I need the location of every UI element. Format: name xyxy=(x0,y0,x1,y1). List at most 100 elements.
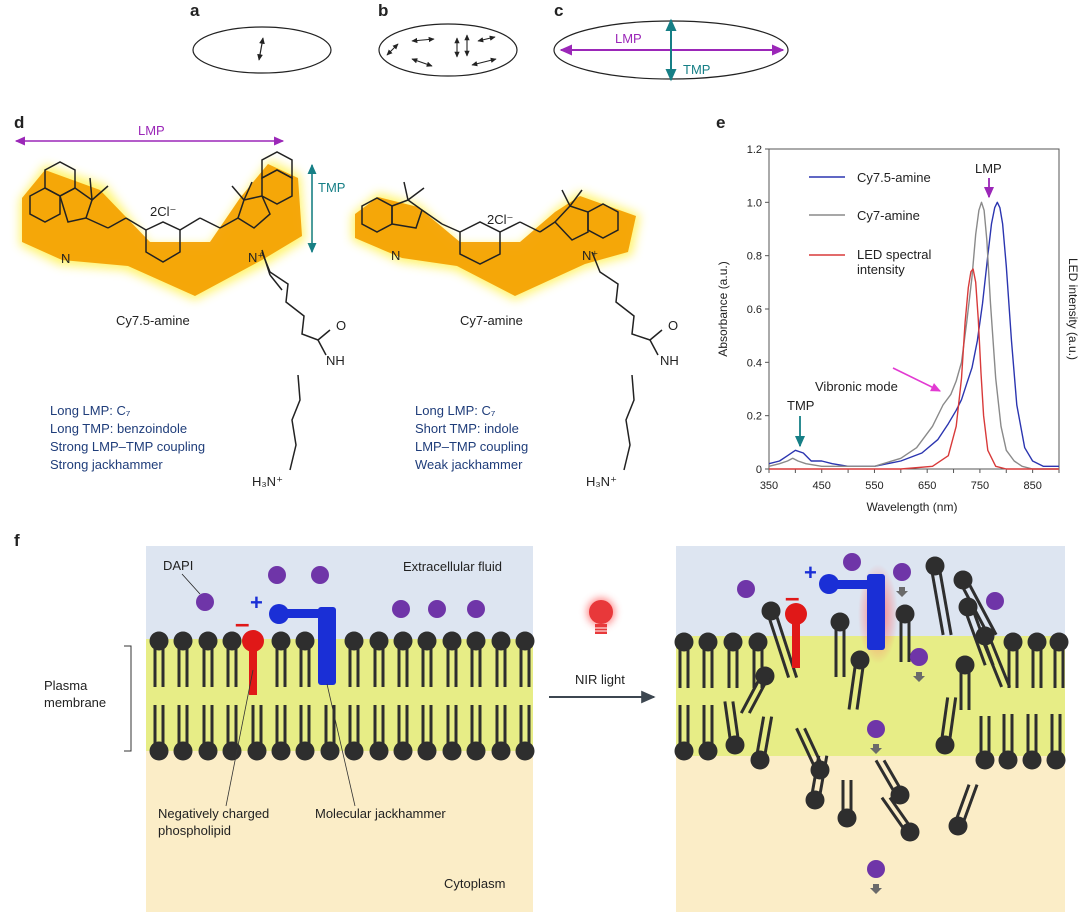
series-line xyxy=(768,201,1059,467)
x-ticks: 350 450 550 650 750 850 xyxy=(760,469,1060,492)
hammer-pointer xyxy=(326,683,356,807)
phospholipid xyxy=(750,716,774,770)
phospholipid xyxy=(491,631,511,687)
amine-right: H₃N⁺ xyxy=(586,474,617,489)
lmp-annotation: LMP xyxy=(975,161,1002,176)
phospholipid xyxy=(515,705,535,761)
tmp-annotation: TMP xyxy=(787,398,814,413)
amine-left: H₃N⁺ xyxy=(252,474,283,489)
oxygen-right: O xyxy=(668,318,678,333)
phospholipid xyxy=(1027,632,1047,688)
phospholipid xyxy=(1049,632,1069,688)
note-line: Strong jackhammer xyxy=(50,457,163,472)
hammer-link xyxy=(836,580,870,589)
series-line xyxy=(769,268,1059,470)
y-axis-label: Absorbance (a.u.) xyxy=(716,261,730,356)
n-plus-left: N⁺ xyxy=(248,250,264,265)
x-tick-label: 550 xyxy=(865,480,883,492)
note-line: LMP–TMP coupling xyxy=(415,439,528,454)
lmp-label: LMP xyxy=(138,123,165,138)
phospholipid xyxy=(173,705,193,761)
negative-phospholipid: – xyxy=(235,608,264,695)
dapi-pointer xyxy=(181,573,201,595)
membrane-bracket xyxy=(124,645,132,752)
notes-right: Long LMP: C₇ Short TMP: indole LMP–TMP c… xyxy=(415,403,528,472)
plasma-label: Plasma membrane xyxy=(44,678,106,710)
n-plus-right: N⁺ xyxy=(582,248,598,263)
legend: Cy7.5-amine Cy7-amine LED spectral inten… xyxy=(809,170,932,277)
x-tick-label: 750 xyxy=(971,480,989,492)
hammer-head xyxy=(269,604,289,624)
phospholipid xyxy=(975,626,1011,688)
dapi-molecule xyxy=(392,600,410,618)
phospholipid xyxy=(295,705,315,761)
cytoplasm-region xyxy=(676,756,1065,912)
lipid-bilayer-left xyxy=(149,631,535,761)
ellipse-a xyxy=(192,26,332,74)
entry-arrow-icon xyxy=(896,587,908,597)
counterion-left: 2Cl⁻ xyxy=(150,204,176,219)
notes-left: Long LMP: C₇ Long TMP: benzoindole Stron… xyxy=(50,403,205,472)
dapi-molecule xyxy=(910,648,928,666)
note-line: Strong LMP–TMP coupling xyxy=(50,439,205,454)
phospholipid xyxy=(739,666,775,714)
panel-label-b: b xyxy=(378,1,388,20)
panel-b xyxy=(378,23,518,77)
n-methyl-right: N xyxy=(391,248,400,263)
tmp-label: TMP xyxy=(683,62,710,77)
random-arrow xyxy=(411,58,433,67)
phospholipid xyxy=(491,705,511,761)
phospholipid xyxy=(417,705,437,761)
phospholipid xyxy=(723,632,743,688)
phospholipid xyxy=(344,631,364,687)
hammer-head xyxy=(819,574,839,594)
x-tick-label: 650 xyxy=(918,480,936,492)
molecular-jackhammer-activated: + xyxy=(804,560,898,664)
phospholipid xyxy=(698,632,718,688)
minus-sign: – xyxy=(235,608,249,638)
phospholipid xyxy=(173,631,193,687)
nir-label: NIR light xyxy=(575,672,625,687)
neg-tail xyxy=(249,651,257,695)
neg-pointer xyxy=(225,669,254,807)
panel-label-c: c xyxy=(554,1,563,20)
minus-sign: – xyxy=(785,582,799,612)
panel-label-a: a xyxy=(190,1,200,20)
molecular-jackhammer: + xyxy=(250,590,336,685)
x-axis-label: Wavelength (nm) xyxy=(867,500,958,514)
vibronic-annotation-arrow xyxy=(892,367,942,392)
phospholipid xyxy=(222,631,242,687)
phospholipid xyxy=(880,796,920,842)
phospholipid xyxy=(320,705,340,761)
tmp-label: TMP xyxy=(318,180,345,195)
phospholipid xyxy=(393,705,413,761)
phospholipid xyxy=(948,784,979,836)
legend-label: Cy7-amine xyxy=(857,208,920,223)
dapi-molecule xyxy=(867,860,885,878)
jackhammer-label: Molecular jackhammer xyxy=(315,806,446,821)
panel-f: DAPI Extracellular fluid Cytoplasm – + P… xyxy=(44,546,1069,912)
dapi-molecule xyxy=(843,553,861,571)
y-tick-label: 0.8 xyxy=(747,251,762,263)
phospholipid xyxy=(830,612,850,677)
y-tick-label: 0 xyxy=(756,464,762,476)
phospholipid xyxy=(369,631,389,687)
entry-arrow-icon xyxy=(870,744,882,754)
phospholipid xyxy=(795,727,830,780)
cy7-chain xyxy=(591,251,663,471)
x-tick-label: 450 xyxy=(813,480,831,492)
dapi-molecules-right xyxy=(737,553,1004,894)
panel-c: LMP TMP xyxy=(553,18,789,82)
phospholipid xyxy=(1046,714,1066,770)
phospholipid xyxy=(149,705,169,761)
plot-frame xyxy=(768,148,1060,470)
extracellular-label: Extracellular fluid xyxy=(403,559,502,574)
phospholipid xyxy=(198,705,218,761)
nir-bulb-icon xyxy=(587,598,615,634)
phospholipid xyxy=(442,631,462,687)
counterion-right: 2Cl⁻ xyxy=(487,212,513,227)
phospholipid xyxy=(998,714,1018,770)
phospholipid xyxy=(1022,714,1042,770)
vibronic-annotation: Vibronic mode xyxy=(815,379,898,394)
